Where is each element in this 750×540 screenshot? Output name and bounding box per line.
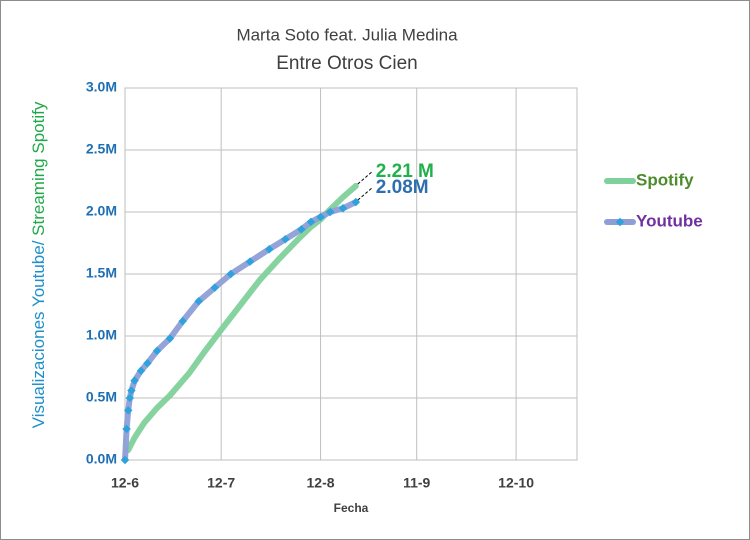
chart-title: Marta Soto feat. Julia Medina	[236, 25, 458, 44]
data-point	[338, 204, 348, 213]
data-point	[127, 386, 136, 395]
annotation-leader	[357, 171, 373, 185]
data-label: 2.08M	[376, 177, 429, 198]
x-tick-label: 12-10	[498, 475, 534, 491]
y-axis-label-part: Visualizaciones Youtube/	[29, 236, 48, 429]
x-tick-label: 12-6	[111, 475, 139, 491]
data-point	[194, 297, 203, 306]
data-point	[123, 406, 133, 415]
data-point	[120, 455, 130, 465]
legend-label: Spotify	[636, 170, 694, 189]
y-tick-label: 1.0M	[86, 327, 117, 343]
data-point	[306, 217, 316, 227]
y-tick-label: 0.0M	[86, 451, 117, 467]
x-tick-label: 12-7	[207, 475, 235, 491]
y-tick-label: 2.5M	[86, 141, 117, 157]
y-axis-label-part: Streaming Spotify	[29, 101, 48, 236]
y-tick-label: 0.5M	[86, 389, 117, 405]
annotation-leader	[357, 187, 373, 201]
chart-subtitle: Entre Otros Cien	[276, 53, 418, 74]
x-tick-label: 12-8	[307, 475, 335, 491]
data-point	[226, 269, 236, 279]
data-point	[165, 334, 175, 343]
data-point	[136, 366, 146, 375]
data-point	[130, 376, 139, 385]
y-tick-label: 1.5M	[86, 265, 117, 281]
data-point	[265, 244, 274, 254]
data-point	[178, 316, 187, 326]
data-point	[152, 346, 162, 356]
data-point	[297, 225, 306, 234]
x-tick-label: 11-9	[403, 475, 430, 491]
data-point	[210, 283, 220, 292]
data-point	[325, 207, 335, 217]
y-tick-label: 2.0M	[86, 203, 117, 219]
data-point	[143, 359, 152, 368]
data-point	[122, 424, 131, 434]
data-point	[245, 257, 255, 266]
data-point	[281, 235, 290, 244]
y-tick-label: 3.0M	[86, 79, 117, 95]
data-label: 2.21 M	[376, 161, 434, 182]
y-axis-label: Visualizaciones Youtube/ Streaming Spoti…	[29, 101, 48, 428]
x-axis-label: Fecha	[334, 501, 369, 515]
legend-label: Youtube	[636, 211, 703, 230]
data-point	[316, 212, 325, 222]
